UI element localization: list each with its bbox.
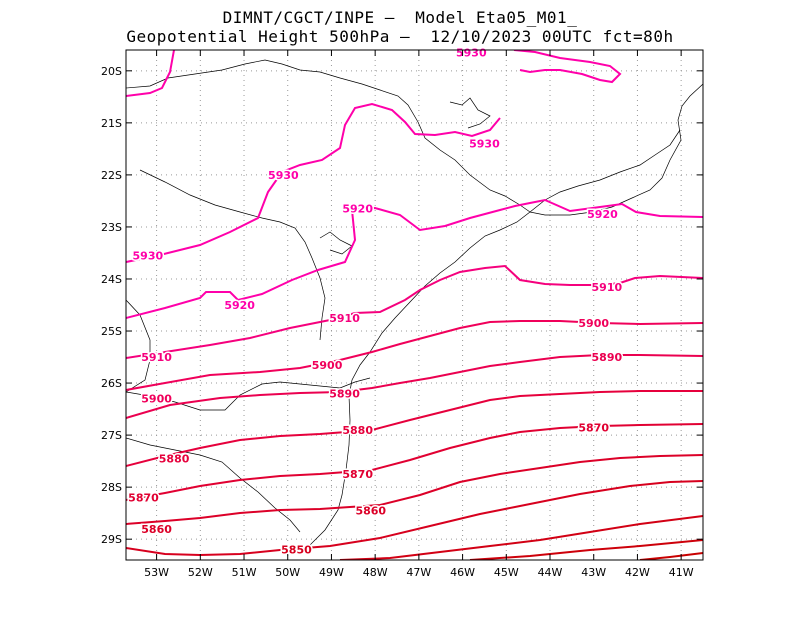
lat-tick-label: 22S xyxy=(101,169,122,182)
lat-tick-label: 23S xyxy=(101,221,122,234)
contour-label: 5930 xyxy=(268,169,299,182)
contour-label: 5880 xyxy=(342,424,373,437)
longitude-axis: 53W 52W 51W 50W 49W 48W 47W 46W 45W 44W 43W 42W 41W xyxy=(144,50,694,579)
contour-label: 5900 xyxy=(141,393,172,406)
contour-label: 5870 xyxy=(578,421,609,434)
political-boundaries xyxy=(126,59,703,554)
contour-5870 xyxy=(126,423,703,501)
contour-5920 xyxy=(126,198,703,319)
lon-tick-label: 50W xyxy=(275,566,300,579)
geopotential-contours xyxy=(126,50,703,560)
contour-5900 xyxy=(126,320,703,391)
lon-tick-label: 46W xyxy=(450,566,475,579)
contour-5860 xyxy=(126,454,703,525)
contour-label: 5870 xyxy=(342,468,373,481)
lon-tick-label: 45W xyxy=(494,566,519,579)
lon-tick-label: 44W xyxy=(538,566,563,579)
lat-tick-label: 28S xyxy=(101,481,122,494)
contour-label: 5890 xyxy=(592,351,623,364)
lat-tick-label: 29S xyxy=(101,533,122,546)
contour-label: 5880 xyxy=(159,453,190,466)
map-frame xyxy=(125,49,704,561)
contour-5910 xyxy=(126,264,703,359)
lon-tick-label: 52W xyxy=(188,566,213,579)
latitude-axis: 20S 21S 22S 23S 24S 25S 26S 27S 28S 29S xyxy=(101,65,703,546)
contour-label: 5900 xyxy=(312,359,343,372)
lon-tick-label: 48W xyxy=(363,566,388,579)
coastline xyxy=(294,83,703,554)
lat-tick-label: 25S xyxy=(101,325,122,338)
contour-5820 xyxy=(639,552,703,560)
contour-label: 5920 xyxy=(587,208,618,221)
lon-tick-label: 53W xyxy=(144,566,169,579)
contour-label: 5860 xyxy=(141,523,172,536)
lon-tick-label: 47W xyxy=(406,566,431,579)
contour-5890 xyxy=(126,354,703,419)
contour-5930-north xyxy=(126,50,175,97)
contour-label: 5920 xyxy=(342,203,373,216)
lon-tick-label: 49W xyxy=(319,566,344,579)
state-border-sc-rs xyxy=(126,437,301,533)
contour-5930-east xyxy=(513,50,622,84)
contour-label: 5930 xyxy=(469,138,500,151)
contour-label: 5870 xyxy=(128,492,159,505)
title-line-1: DIMNT/CGCT/INPE – Model Eta05_M01_ xyxy=(222,8,578,27)
lake-itumbiara xyxy=(449,97,491,129)
lat-tick-label: 21S xyxy=(101,117,122,130)
contour-label: 5930 xyxy=(456,47,487,60)
state-border-mg-sp xyxy=(126,59,531,213)
contour-label: 5860 xyxy=(355,505,386,518)
lon-tick-label: 41W xyxy=(669,566,694,579)
contour-5830 xyxy=(469,539,703,560)
lat-tick-label: 26S xyxy=(101,377,122,390)
lat-tick-label: 20S xyxy=(101,65,122,78)
contour-label: 5910 xyxy=(329,312,360,325)
state-border-pr-sc xyxy=(126,377,371,411)
contour-label: 5910 xyxy=(592,281,623,294)
lon-tick-label: 43W xyxy=(581,566,606,579)
contour-5880 xyxy=(126,390,703,467)
contour-label: 5890 xyxy=(329,387,360,400)
contour-5840 xyxy=(339,515,703,560)
lat-tick-label: 27S xyxy=(101,429,122,442)
contour-label: 5920 xyxy=(224,299,255,312)
lon-tick-label: 42W xyxy=(625,566,650,579)
contour-label: 5910 xyxy=(141,351,172,364)
contour-label: 5900 xyxy=(578,317,609,330)
country-border-west xyxy=(126,299,151,393)
state-border-rj xyxy=(529,129,681,213)
state-border-ms-pr xyxy=(139,169,326,341)
lat-tick-label: 24S xyxy=(101,273,122,286)
lon-tick-label: 51W xyxy=(232,566,257,579)
reservoir-parana xyxy=(319,231,353,255)
title-line-2: Geopotential Height 500hPa – 12/10/2023 … xyxy=(126,27,674,46)
contour-5930-main xyxy=(126,102,501,263)
contour-5850 xyxy=(126,480,703,557)
contour-label: 5850 xyxy=(281,544,312,557)
contour-label: 5930 xyxy=(133,250,164,263)
